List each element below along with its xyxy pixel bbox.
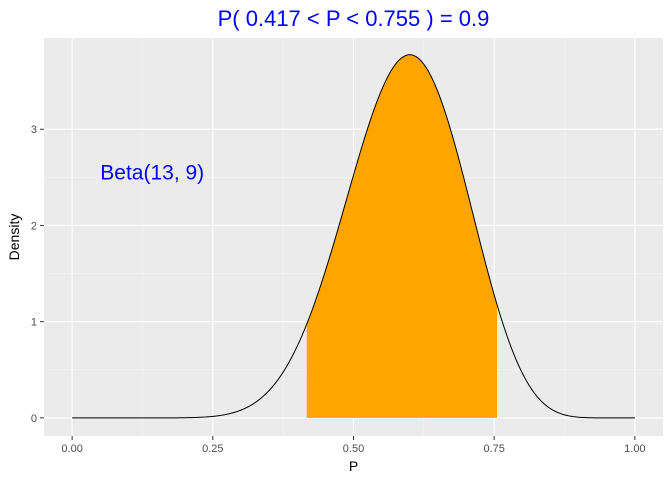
shaded-probability-area [306, 54, 497, 418]
y-tick-label: 1 [31, 317, 37, 329]
y-tick-label: 3 [31, 124, 37, 136]
x-tick-label: 0.00 [61, 443, 82, 455]
x-tick-label: 0.25 [202, 443, 223, 455]
x-tick-label: 0.75 [483, 443, 504, 455]
x-axis-title: P [349, 458, 358, 474]
y-tick-label: 2 [31, 220, 37, 232]
y-tick-label: 0 [31, 413, 37, 425]
y-axis-title: Density [6, 214, 22, 261]
density-curve [72, 54, 635, 419]
shaded-interval-layer [306, 54, 497, 418]
x-tick-label: 1.00 [624, 443, 645, 455]
y-axis-ticks: 0 1 2 3 [31, 124, 44, 425]
density-curve-layer [72, 54, 635, 419]
plot-title: P( 0.417 < P < 0.755 ) = 0.9 [218, 6, 490, 31]
distribution-annotation: Beta(13, 9) [100, 162, 204, 185]
x-tick-label: 0.50 [343, 443, 364, 455]
x-axis-ticks: 0.00 0.25 0.50 0.75 1.00 [61, 436, 646, 455]
